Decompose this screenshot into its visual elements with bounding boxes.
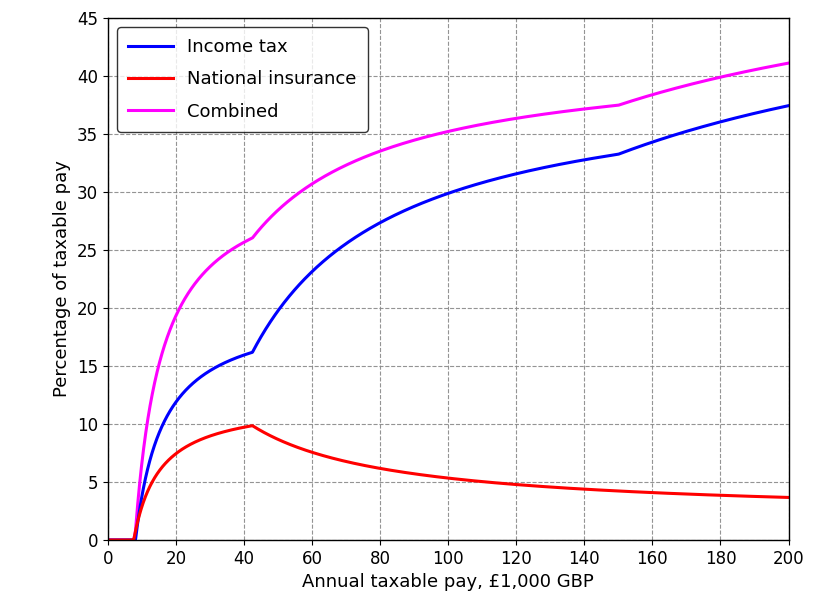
National insurance <box>459 476 469 484</box>
Income tax <box>784 102 793 109</box>
X-axis label: Annual taxable pay, £1,000 GBP: Annual taxable pay, £1,000 GBP <box>302 573 594 591</box>
Line: Combined: Combined <box>108 63 788 540</box>
National insurance <box>247 422 257 430</box>
Legend: Income tax, National insurance, Combined: Income tax, National insurance, Combined <box>117 27 368 131</box>
Income tax <box>383 215 393 222</box>
Income tax <box>197 373 207 380</box>
National insurance <box>622 488 632 495</box>
Combined <box>103 536 113 544</box>
Y-axis label: Percentage of taxable pay: Percentage of taxable pay <box>53 161 71 397</box>
Combined <box>197 272 207 280</box>
Income tax <box>103 536 113 544</box>
Line: National insurance: National insurance <box>108 426 788 540</box>
National insurance <box>784 494 793 501</box>
Combined <box>120 536 129 544</box>
National insurance <box>197 436 207 443</box>
Income tax <box>254 337 264 344</box>
National insurance <box>103 536 113 544</box>
Combined <box>621 99 631 106</box>
Combined <box>784 59 793 67</box>
Combined <box>383 145 393 152</box>
Combined <box>458 125 468 132</box>
Income tax <box>458 185 468 192</box>
Income tax <box>621 148 631 155</box>
Line: Income tax: Income tax <box>108 106 788 540</box>
National insurance <box>254 426 264 433</box>
Combined <box>254 226 264 233</box>
National insurance <box>120 536 129 544</box>
National insurance <box>384 466 394 473</box>
Income tax <box>120 536 129 544</box>
